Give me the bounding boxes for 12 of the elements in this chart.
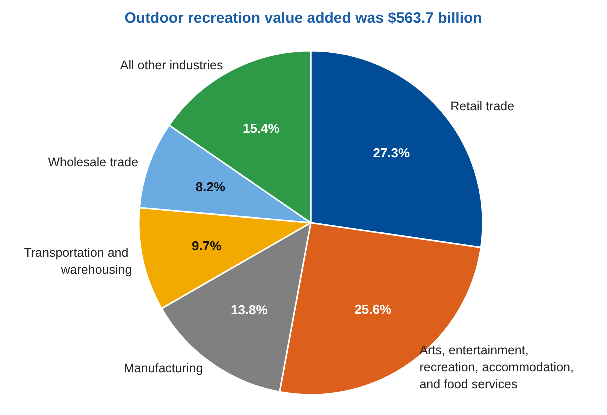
data-label: 25.6%	[354, 302, 392, 318]
slice-label: Transportation and warehousing	[24, 246, 132, 277]
data-label: 8.2%	[196, 179, 226, 194]
data-label: 13.8%	[230, 302, 268, 318]
chart-title: Outdoor recreation value added was $563.7 billion	[124, 10, 482, 27]
data-label: 27.3%	[373, 146, 411, 161]
data-label: 9.7%	[192, 238, 222, 254]
slice-label: Retail trade	[450, 100, 515, 114]
slice-label: All other industries	[120, 58, 224, 72]
slice-label: Wholesale trade	[48, 156, 139, 170]
data-label: 15.4%	[242, 121, 280, 136]
slice-label: Manufacturing	[124, 361, 204, 376]
